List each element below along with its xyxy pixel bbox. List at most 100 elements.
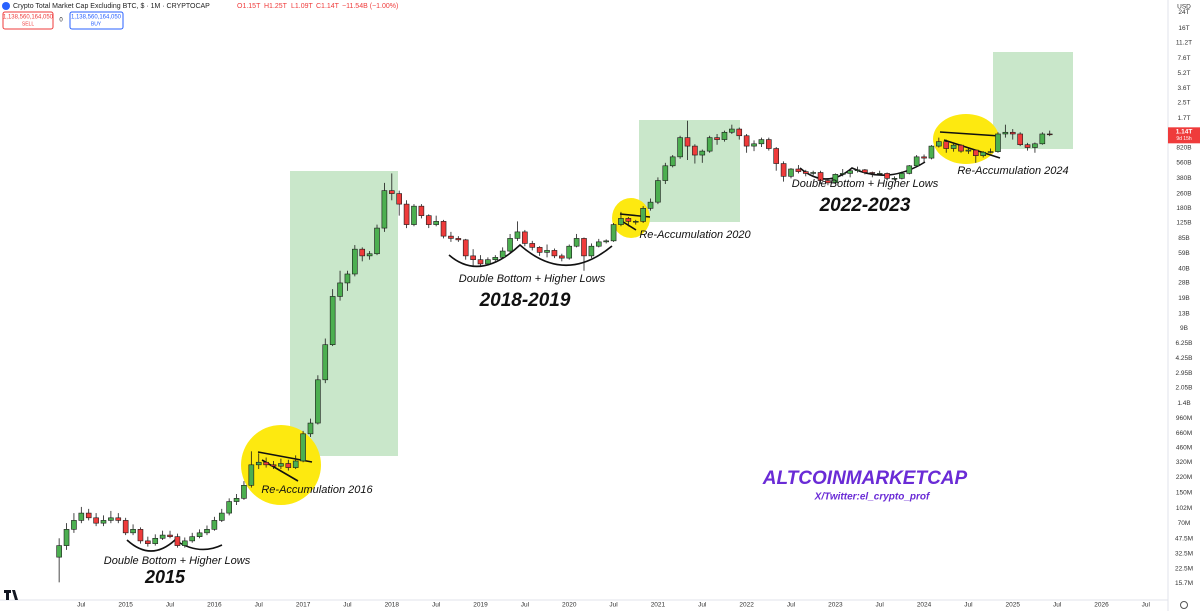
candle-body — [625, 218, 632, 222]
y-tick-label: 102M — [1176, 505, 1192, 512]
candle-body — [492, 257, 499, 260]
chart-title: Crypto Total Market Cap Excluding BTC, $… — [13, 3, 210, 10]
candle-body — [218, 512, 225, 521]
candle-body — [307, 422, 314, 435]
x-tick-label: 2019 — [473, 602, 488, 609]
x-tick-label: 2024 — [917, 602, 932, 609]
highlight-circle — [612, 198, 650, 238]
y-tick-label: 28B — [1178, 280, 1190, 287]
settings-icon[interactable] — [1180, 601, 1188, 609]
candle-body — [876, 173, 883, 175]
candle-body — [862, 169, 868, 173]
candle-body — [758, 139, 765, 145]
candle-body — [359, 248, 366, 257]
candle-body — [921, 156, 927, 159]
candle-body — [655, 180, 661, 203]
buy-label: BUY — [91, 21, 102, 27]
candle-body — [788, 168, 794, 177]
candle-body — [544, 250, 550, 253]
candle-body — [196, 532, 203, 537]
y-tick-label: 13B — [1178, 310, 1190, 317]
annotations: Double Bottom + Higher Lows 2015 Re-Accu… — [104, 165, 1069, 587]
y-tick-label: 180B — [1176, 205, 1191, 212]
candle-body — [1002, 131, 1009, 135]
candle-body — [817, 172, 824, 181]
candle-body — [736, 128, 743, 137]
y-tick-label: 40B — [1178, 265, 1190, 272]
candle-body — [440, 221, 447, 237]
candle-body — [595, 241, 602, 247]
x-tick-label: 2022 — [739, 602, 754, 609]
y-tick-label: 560B — [1176, 160, 1191, 167]
candle-body — [100, 520, 107, 524]
candle-body — [958, 144, 964, 152]
candle-body — [1024, 144, 1031, 148]
candle-body — [1009, 131, 1016, 135]
candle-body — [477, 259, 484, 265]
candle-body — [388, 190, 395, 194]
x-tick-label: Jul — [521, 602, 530, 609]
sell-button[interactable] — [2, 11, 54, 30]
candle-body — [669, 156, 676, 167]
candle-body — [692, 145, 698, 156]
buy-button[interactable] — [69, 11, 124, 30]
x-tick-label: 2020 — [562, 602, 577, 609]
candle-body — [499, 250, 506, 258]
candle-body — [344, 273, 351, 284]
candle-body — [825, 180, 831, 184]
candle-body — [832, 174, 839, 184]
x-tick-label: Jul — [343, 602, 352, 609]
candle-body — [662, 165, 669, 181]
candles — [56, 120, 1053, 583]
y-tick-label: 47.5M — [1175, 535, 1193, 542]
y-tick-label: 11.2T — [1176, 39, 1192, 46]
candle-body — [1046, 133, 1053, 136]
candle-body — [1017, 133, 1023, 146]
y-tick-label: 2.95B — [1176, 370, 1193, 377]
candle-body — [241, 484, 247, 499]
candle-body — [425, 215, 432, 225]
candle-body — [847, 170, 853, 174]
candle-body — [632, 221, 639, 223]
y-tick-label: 2.05B — [1176, 384, 1193, 391]
candle-body — [226, 501, 232, 514]
candle-body — [987, 151, 994, 153]
y-tick-label: 6.25B — [1176, 340, 1193, 347]
candle-body — [448, 235, 454, 239]
candle-body — [714, 137, 720, 140]
candle-body — [433, 221, 439, 225]
candle-body — [640, 208, 646, 222]
candle-body — [899, 173, 905, 179]
candle-body — [93, 517, 99, 524]
ohlc-legend: O1.15T H1.25T L1.09T C1.14T −11.54B (−1.… — [237, 3, 398, 10]
bottom-arc — [799, 161, 926, 180]
candle-body — [1039, 133, 1046, 145]
watermark-handle: X/Twitter:el_crypto_prof — [814, 492, 931, 503]
candle-body — [174, 536, 181, 546]
sell-label: SELL — [22, 21, 34, 27]
candle-body — [802, 171, 809, 174]
candle-body — [943, 141, 950, 149]
candle-body — [810, 172, 816, 174]
x-tick-label: Jul — [964, 602, 973, 609]
ohlc-high: H1.25T — [264, 3, 288, 10]
candle-body — [263, 461, 269, 466]
candle-body — [56, 545, 62, 558]
x-tick-label: 2017 — [296, 602, 311, 609]
candle-body — [751, 143, 757, 147]
candle-body — [610, 224, 617, 242]
y-tick-label: 85B — [1178, 235, 1190, 242]
y-tick-label: 260B — [1176, 190, 1191, 197]
candle-body — [63, 529, 70, 546]
candle-body — [677, 137, 683, 158]
candle-body — [182, 540, 188, 546]
candle-body — [130, 529, 136, 534]
candle-body — [906, 165, 913, 174]
candle-body — [462, 239, 469, 257]
candle-body — [522, 231, 528, 244]
symbol-icon — [2, 2, 10, 10]
candle-body — [255, 461, 262, 466]
candle-body — [839, 173, 846, 175]
x-tick-label: Jul — [1053, 602, 1062, 609]
